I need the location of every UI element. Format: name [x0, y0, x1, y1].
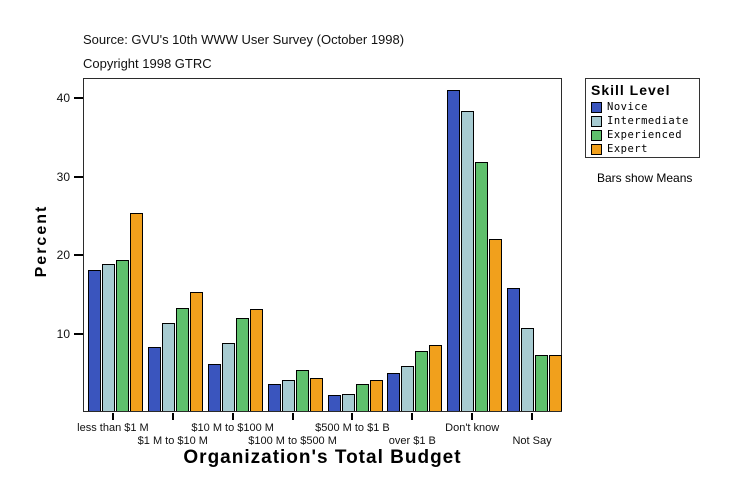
y-tick-label: 20 [56, 248, 70, 263]
y-tick-label: 10 [56, 326, 70, 341]
x-category-label: over $1 B [388, 435, 436, 447]
chart-copyright-title: Copyright 1998 GTRC [83, 56, 212, 71]
novice-bar [447, 90, 461, 411]
x-axis-tick [291, 413, 294, 420]
legend-item-label: Experienced [607, 129, 683, 141]
bar-group-7 [443, 79, 503, 411]
legend-items: Novice Intermediate Experienced Expert [591, 100, 694, 156]
legend-item-label: Novice [607, 101, 648, 113]
experienced-bar [355, 384, 369, 411]
novice-bar [267, 384, 281, 411]
novice-swatch-icon [591, 101, 602, 113]
x-category-label: less than $1 M [77, 422, 149, 434]
x-category-label: $100 M to $500 M [248, 435, 337, 447]
bar-group-2 [144, 79, 204, 411]
novice-bar [507, 288, 521, 411]
legend-item-label: Intermediate [607, 115, 689, 127]
expert-swatch-icon [591, 143, 602, 155]
expert-bar [249, 309, 263, 411]
bar-group-4 [264, 79, 324, 411]
y-tick-label: 30 [56, 169, 70, 184]
intermediate-bar [161, 323, 175, 411]
bar-group-1 [84, 79, 144, 411]
novice-bar [88, 270, 101, 411]
intermediate-bar [221, 343, 235, 411]
experienced-bar [295, 370, 309, 411]
expert-bar [130, 213, 143, 411]
intermediate-bar [341, 394, 355, 411]
legend-note: Bars show Means [597, 171, 693, 185]
novice-bar [147, 347, 161, 411]
y-axis-tick [74, 97, 83, 100]
x-axis-tick [471, 413, 474, 420]
x-axis-tick [531, 413, 534, 420]
novice-bar [387, 373, 401, 411]
intermediate-bar [281, 380, 295, 411]
x-category-label: Don't know [445, 422, 500, 434]
x-category-label: Not Say [512, 435, 552, 447]
experienced-bar [116, 260, 129, 411]
expert-bar [369, 380, 383, 411]
expert-bar [189, 292, 203, 411]
legend: Skill Level Novice Intermediate Experience… [585, 78, 700, 158]
intermediate-bar [461, 111, 475, 411]
novice-bar [207, 364, 221, 411]
expert-bar [489, 239, 503, 411]
legend-item-novice: Novice [591, 100, 694, 114]
novice-bar [327, 395, 341, 411]
legend-item-label: Expert [607, 143, 648, 155]
intermediate-swatch-icon [591, 115, 602, 127]
y-tick-label: 40 [56, 91, 70, 106]
intermediate-bar [401, 366, 415, 411]
x-category-label: $10 M to $100 M [191, 422, 274, 434]
x-axis-tick [351, 413, 354, 420]
experienced-bar [475, 162, 489, 411]
experienced-bar [235, 318, 249, 411]
bar-group-8 [503, 79, 563, 411]
chart-source-title: Source: GVU's 10th WWW User Survey (Octo… [83, 32, 405, 47]
experienced-bar [415, 351, 429, 411]
x-axis-title: Organization's Total Budget [183, 447, 462, 468]
y-axis-tick [74, 254, 83, 257]
y-axis-title: Percent [33, 204, 50, 278]
bar-group-5 [324, 79, 384, 411]
intermediate-bar [521, 328, 535, 411]
expert-bar [549, 355, 563, 411]
x-category-label: $1 M to $10 M [137, 435, 208, 447]
experienced-swatch-icon [591, 129, 602, 141]
experienced-bar [535, 355, 549, 411]
expert-bar [309, 378, 323, 411]
intermediate-bar [102, 264, 115, 411]
experienced-bar [175, 308, 189, 411]
x-axis-tick [411, 413, 414, 420]
legend-item-experienced: Experienced [591, 128, 694, 142]
expert-bar [429, 345, 443, 411]
plot-area [83, 78, 563, 412]
x-axis-tick [231, 413, 234, 420]
legend-item-expert: Expert [591, 142, 694, 156]
y-axis-tick [74, 175, 83, 178]
x-axis-tick [171, 413, 174, 420]
legend-title: Skill Level [591, 82, 671, 98]
legend-item-intermediate: Intermediate [591, 114, 694, 128]
x-axis-tick [111, 413, 114, 420]
bar-group-3 [204, 79, 264, 411]
bar-group-6 [383, 79, 443, 411]
y-axis-tick [74, 332, 83, 335]
x-category-label: $500 M to $1 B [315, 422, 390, 434]
